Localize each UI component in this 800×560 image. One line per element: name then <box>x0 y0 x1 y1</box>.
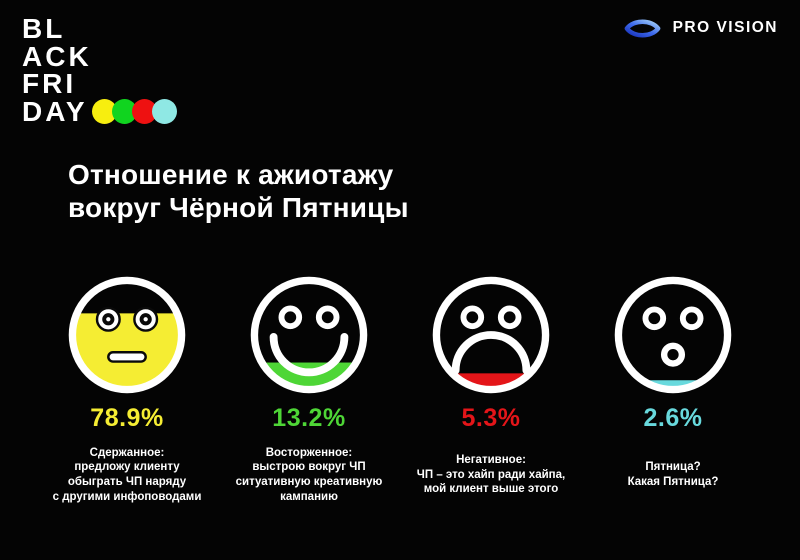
right-eye <box>315 305 340 330</box>
surprised-face-icon <box>614 276 732 394</box>
page-title: Отношение к ажиотажу вокруг Чёрной Пятни… <box>68 159 409 223</box>
o-mouth <box>660 342 686 367</box>
logo-line-3: FRI <box>22 68 77 99</box>
right-eye <box>133 306 159 332</box>
attitude-column-restrained: 78.9% Сдержанное: предложу клиенту обыгр… <box>36 276 218 505</box>
left-eye <box>642 306 667 331</box>
provision-brand: PRO VISION <box>624 16 778 40</box>
description-text: Пятница? Какая Пятница? <box>627 461 719 488</box>
right-eye <box>679 306 704 331</box>
cyan-dot-icon <box>151 98 177 124</box>
frowning-face-icon <box>432 276 550 394</box>
left-eye <box>95 306 121 332</box>
left-eye <box>460 305 485 330</box>
smile-mouth <box>269 333 349 377</box>
left-eye <box>278 305 303 330</box>
description-text: Восторженное: выстрою вокруг ЧП ситуатив… <box>235 446 383 503</box>
percent-label: 5.3% <box>461 404 521 432</box>
provision-eye-icon <box>624 18 660 38</box>
smiley-face-icon <box>250 276 368 394</box>
attitudes-row: 78.9% Сдержанное: предложу клиенту обыгр… <box>36 276 764 505</box>
attitude-column-enthusiastic: 13.2% Восторженное: выстрою вокруг ЧП си… <box>218 276 400 505</box>
neutral-face-icon <box>68 276 186 394</box>
right-eye <box>497 305 522 330</box>
logo-line-1: BL <box>22 13 66 44</box>
percent-label: 2.6% <box>643 404 703 432</box>
logo-line-2: ACK <box>22 40 92 72</box>
percent-label: 78.9% <box>90 404 164 432</box>
attitude-column-negative: 5.3% Негативное: ЧП – это хайп ради хайп… <box>400 276 582 505</box>
description-text: Сдержанное: предложу клиенту обыграть ЧП… <box>52 446 202 503</box>
logo-line-4-text: DAY <box>22 95 88 127</box>
frown-mouth <box>451 331 531 375</box>
black-friday-logo: BL ACK FRI DAY <box>22 15 177 125</box>
logo-line-4: DAY <box>22 95 177 127</box>
brand-name: PRO VISION <box>672 19 778 36</box>
percent-label: 13.2% <box>272 404 346 432</box>
attitude-column-indifferent: 2.6% Пятница? Какая Пятница? <box>582 276 764 505</box>
description-text: Негативное: ЧП – это хайп ради хайпа, мо… <box>416 454 566 496</box>
logo-dots <box>91 98 177 124</box>
flat-mouth <box>107 350 147 363</box>
fill-band <box>621 380 725 387</box>
